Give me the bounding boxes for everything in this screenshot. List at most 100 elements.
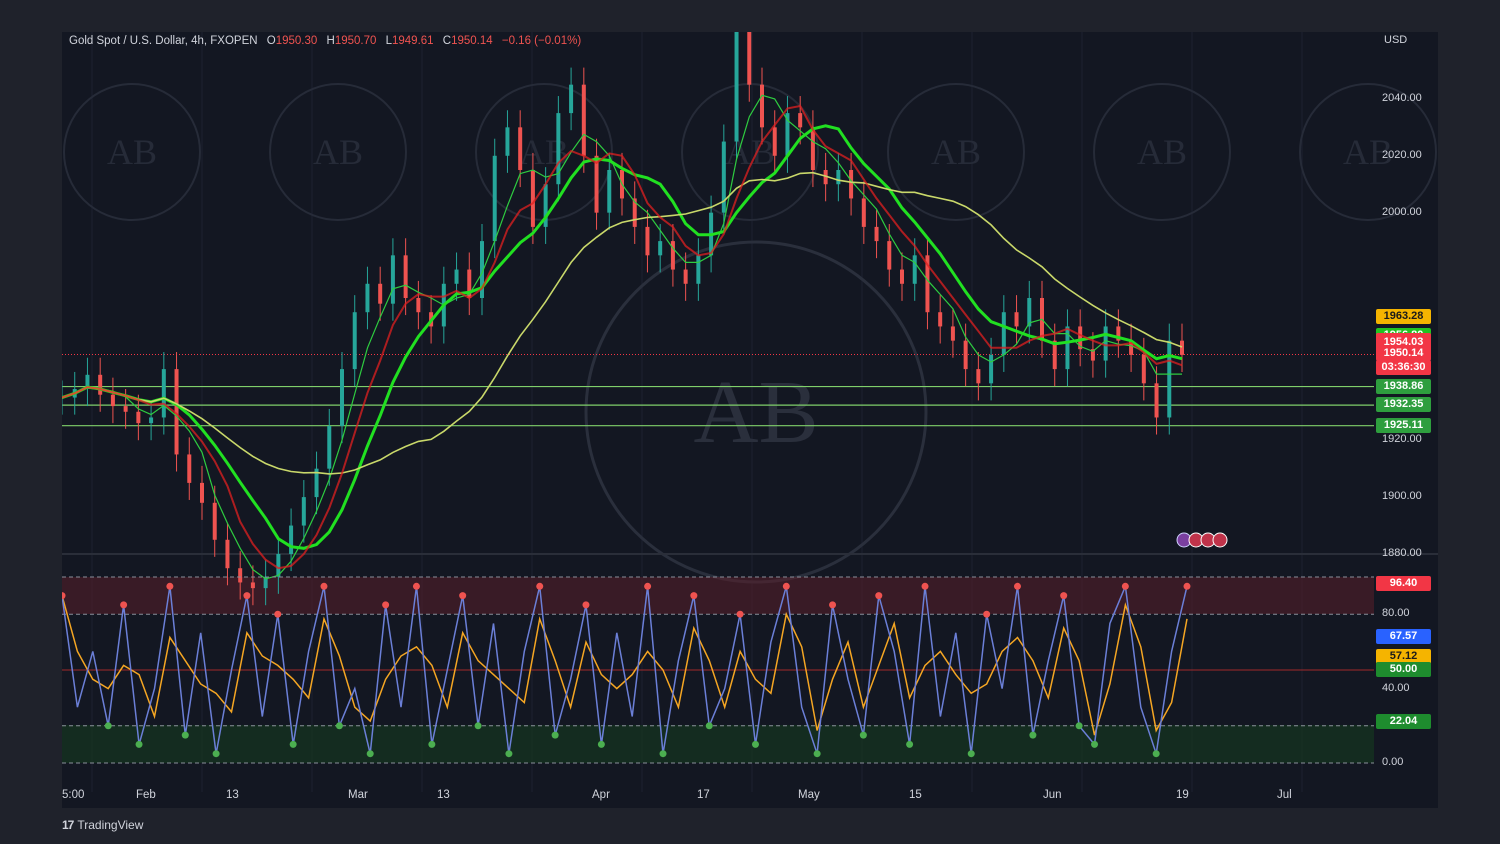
cross-dot <box>906 740 914 748</box>
oversold-band <box>62 725 1374 763</box>
price-tick-label: 2000.00 <box>1382 205 1422 218</box>
cross-dot <box>335 722 343 730</box>
candle-body <box>327 426 332 469</box>
cross-dot <box>135 740 143 748</box>
cross-dot <box>181 731 189 739</box>
tradingview-brand[interactable]: 17 TradingView <box>62 818 143 832</box>
osc-tag: 96.40 <box>1376 575 1431 591</box>
price-tag: 1938.86 <box>1376 378 1431 394</box>
cross-dot <box>782 582 790 590</box>
cross-dot <box>597 740 605 748</box>
ma-slow-line[interactable] <box>62 171 1183 475</box>
watermark-seal <box>887 83 1025 221</box>
ma-red-line[interactable] <box>62 104 1183 570</box>
candle-body <box>352 312 357 370</box>
close-value: 1950.14 <box>451 35 493 47</box>
candle-body <box>518 127 523 170</box>
cross-dot <box>1183 582 1191 590</box>
candle-body <box>390 255 395 304</box>
candle-body <box>403 255 408 298</box>
price-tag: 1963.28 <box>1376 309 1431 325</box>
candle-body <box>696 255 701 284</box>
time-tick-label: 19 <box>1176 789 1189 801</box>
chart-frame: AB AB AB AB AB AB AB AB <box>62 32 1438 808</box>
osc-tag: 22.04 <box>1376 714 1431 729</box>
cross-dot <box>382 601 390 609</box>
watermark-text-large: AB <box>693 363 818 462</box>
candle-body <box>314 468 319 498</box>
low-label: L <box>385 35 392 47</box>
cross-dot <box>1152 750 1160 758</box>
candle-body <box>861 198 866 227</box>
watermark-text: AB <box>519 132 569 172</box>
candle-body <box>1141 354 1146 384</box>
candle-body <box>505 127 510 156</box>
candle-body <box>174 369 179 455</box>
candle-body <box>607 170 612 213</box>
candle-body <box>683 269 688 284</box>
candle-body <box>161 369 166 418</box>
candle-body <box>645 226 650 256</box>
candle-body <box>200 482 204 503</box>
watermark-text: AB <box>313 132 363 172</box>
candle-body <box>1154 383 1159 418</box>
candle-body <box>581 84 586 156</box>
candle-body <box>772 127 777 156</box>
candle-body <box>734 32 739 142</box>
cross-dot <box>536 582 544 590</box>
candle-body <box>543 184 548 227</box>
candle-body <box>1001 312 1006 355</box>
cross-dot <box>212 750 220 758</box>
price-tag: 1950.14 <box>1376 346 1431 362</box>
cross-dot <box>1013 582 1021 590</box>
cross-dot <box>320 582 328 590</box>
currency-label[interactable]: USD <box>1384 34 1408 46</box>
candle-body <box>632 198 637 227</box>
stoch-k-line[interactable] <box>62 583 1188 754</box>
candle-body <box>849 170 854 199</box>
candle-body <box>785 113 790 156</box>
cross-dot <box>859 731 867 739</box>
candle-body <box>836 170 841 185</box>
candle-body <box>658 241 663 256</box>
cross-dot <box>983 610 991 618</box>
candle-body <box>798 113 803 128</box>
candle-body <box>887 241 892 270</box>
candle-body <box>149 417 154 424</box>
event-icon[interactable] <box>1212 532 1228 548</box>
cross-dot <box>274 610 282 618</box>
cross-dot <box>1121 582 1129 590</box>
watermark-seal <box>1299 83 1437 221</box>
cross-dot <box>705 722 713 730</box>
high-value: 1950.70 <box>334 35 377 47</box>
candle-body <box>594 155 599 213</box>
candle-body <box>1103 326 1108 361</box>
cross-dot <box>459 592 467 600</box>
price-tick-label: 1920.00 <box>1382 433 1422 446</box>
osc-tick-label: 80.00 <box>1382 607 1410 620</box>
candle-body <box>110 394 115 407</box>
candle-body <box>98 374 103 395</box>
candle-body <box>467 269 472 298</box>
stoch-d-line[interactable] <box>62 595 1188 736</box>
candle-body <box>225 539 230 569</box>
cross-dot <box>751 740 759 748</box>
price-tag: 1932.35 <box>1376 397 1431 413</box>
cross-dot <box>505 750 513 758</box>
cross-dot <box>967 750 975 758</box>
candle-body <box>989 354 994 384</box>
candle-body <box>416 298 421 313</box>
economic-event-icons[interactable] <box>1176 532 1228 548</box>
price-tick-label: 1880.00 <box>1382 547 1422 559</box>
ma-fast-line[interactable] <box>62 94 1182 580</box>
ma-mid-line[interactable] <box>62 124 1183 550</box>
symbol-legend[interactable]: Gold Spot / U.S. Dollar, 4h, FXOPEN O195… <box>69 35 581 47</box>
bar-countdown: 03:36:30 <box>1376 360 1431 376</box>
candle-body <box>556 113 561 185</box>
symbol-title[interactable]: Gold Spot / U.S. Dollar, 4h, FXOPEN <box>69 35 258 47</box>
watermark-seal <box>269 83 407 221</box>
candle-body <box>1052 340 1057 370</box>
cross-dot <box>62 592 66 600</box>
candle-body <box>289 525 294 554</box>
